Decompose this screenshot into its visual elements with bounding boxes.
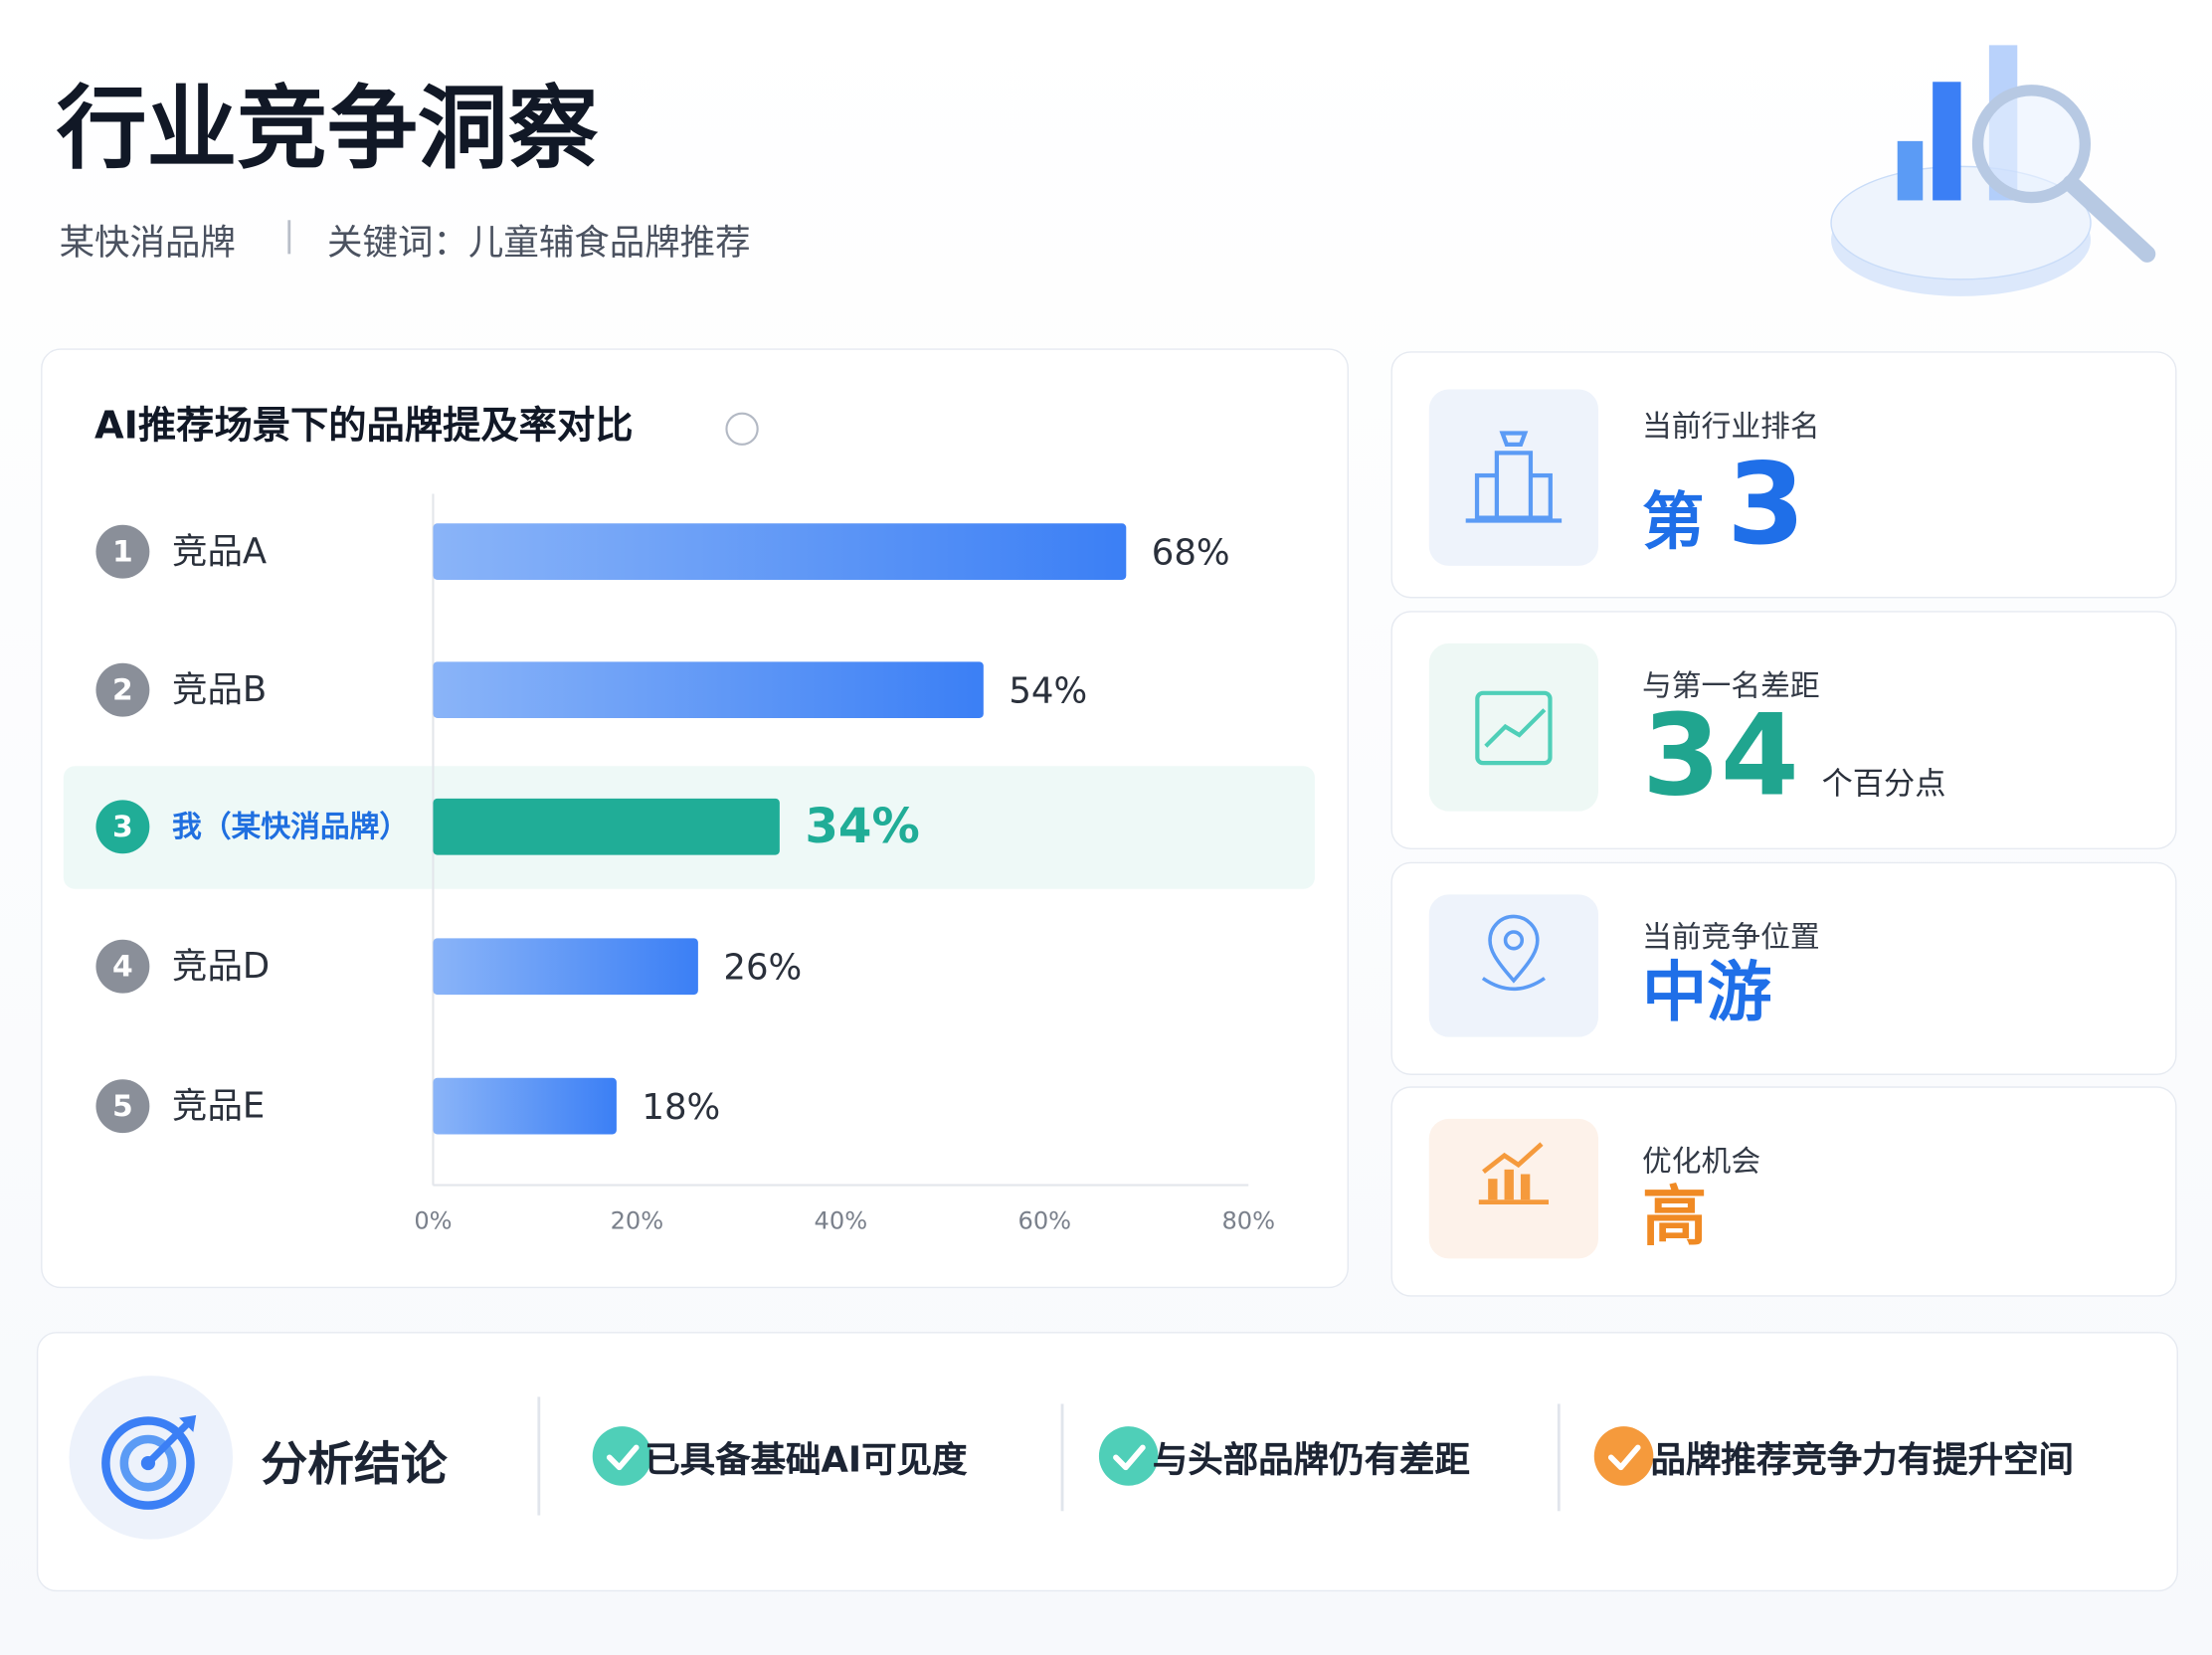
x-tick-label: 0% [414, 1206, 452, 1234]
metric-label: 当前竞争位置 [1641, 919, 1820, 954]
value-label: 68% [1152, 533, 1230, 574]
bar [433, 798, 780, 855]
metric-number: 高 [1641, 1178, 1708, 1255]
bar [433, 661, 984, 719]
check-mark [606, 1444, 640, 1471]
metric-icon [1465, 431, 1563, 523]
metric-card: 优化机会高 [1390, 1086, 2177, 1297]
value-label: 34% [805, 799, 919, 854]
page-title: 行业竞争洞察 [56, 78, 599, 182]
rank-label: 3 [112, 810, 133, 844]
metric-number: 34 [1641, 689, 1799, 822]
metric-label: 当前行业排名 [1641, 409, 1820, 444]
metric-card: 与第一名差距 34 个百分点 [1390, 611, 2177, 849]
header-illustration [1830, 45, 2156, 296]
metric-unit: 个百分点 [1821, 767, 1946, 804]
rank-label: 1 [112, 535, 133, 570]
keyword: 关键词：儿童辅食品牌推荐 [327, 221, 751, 263]
metric-value: 高 [1642, 1184, 1707, 1248]
bar [433, 1077, 617, 1135]
x-tick-label: 60% [1018, 1206, 1072, 1234]
target-icon [69, 1376, 234, 1540]
separator [287, 220, 290, 255]
icon-box [1428, 389, 1599, 566]
conclusion-item: 品牌推荐竞争力有提升空间 [1650, 1438, 2075, 1481]
divider [537, 1396, 541, 1516]
conclusion-title: 分析结论 [261, 1436, 448, 1492]
check-icon [592, 1426, 652, 1486]
conclusion-item: 与头部品牌仍有差距 [1152, 1438, 1470, 1481]
check-icon [1593, 1426, 1654, 1486]
category-label: 竞品D [172, 946, 270, 987]
rank-label: 2 [112, 673, 133, 708]
rank-badge [95, 939, 150, 994]
x-tick-label: 40% [815, 1206, 868, 1234]
metric-number: 中游 [1641, 953, 1772, 1030]
rank-badge [95, 662, 150, 717]
check-icon [1098, 1426, 1159, 1486]
rank-badge [95, 524, 150, 579]
conclusion-item: 已具备基础AI可见度 [645, 1438, 968, 1481]
category-label: 竞品B [172, 669, 267, 710]
icon-box [1428, 1118, 1599, 1259]
metric-label: 与第一名差距 [1641, 668, 1820, 703]
metric-prefix: 第 [1641, 486, 1705, 559]
x-tick-label: 80% [1221, 1206, 1275, 1234]
check-mark [1607, 1444, 1641, 1471]
metric-card: 当前行业排名第 3 [1390, 351, 2177, 599]
brand: 某快消品牌 [59, 221, 236, 263]
rank-badge [95, 1079, 150, 1134]
bar [433, 523, 1127, 581]
category-label: 我（某快消品牌） [172, 810, 409, 844]
divider [1557, 1403, 1561, 1512]
conclusion-card: 分析结论 已具备基础AI可见度 与头部品牌仍有差距 品牌推荐竞争力有提升空间 [36, 1332, 2178, 1592]
icon-box [1428, 643, 1599, 812]
metric-icon [1481, 914, 1546, 991]
metric-value: 中游 [1642, 960, 1771, 1024]
category-label: 竞品A [172, 531, 267, 572]
x-tick-label: 20% [611, 1206, 664, 1234]
metric-number: 3 [1727, 439, 1806, 571]
bar [433, 938, 698, 996]
metric-icon [1475, 690, 1553, 766]
divider [1060, 1403, 1064, 1512]
check-mark [1113, 1444, 1146, 1471]
metric-card: 当前竞争位置 中游 [1390, 861, 2177, 1075]
rank-badge [95, 800, 150, 854]
rank-label: 5 [112, 1089, 133, 1124]
metric-icon [1478, 1142, 1550, 1204]
value-label: 26% [723, 948, 802, 989]
chart-title: AI推荐场景下的品牌提及率对比 [94, 403, 633, 448]
value-label: 18% [642, 1087, 720, 1128]
icon-box [1428, 894, 1599, 1037]
category-label: 竞品E [172, 1086, 265, 1127]
rank-label: 4 [112, 950, 133, 985]
metric-value: 34 个百分点 [1642, 699, 1946, 813]
metric-label: 优化机会 [1641, 1144, 1761, 1179]
value-label: 54% [1009, 671, 1087, 712]
info-icon[interactable] [725, 412, 759, 446]
